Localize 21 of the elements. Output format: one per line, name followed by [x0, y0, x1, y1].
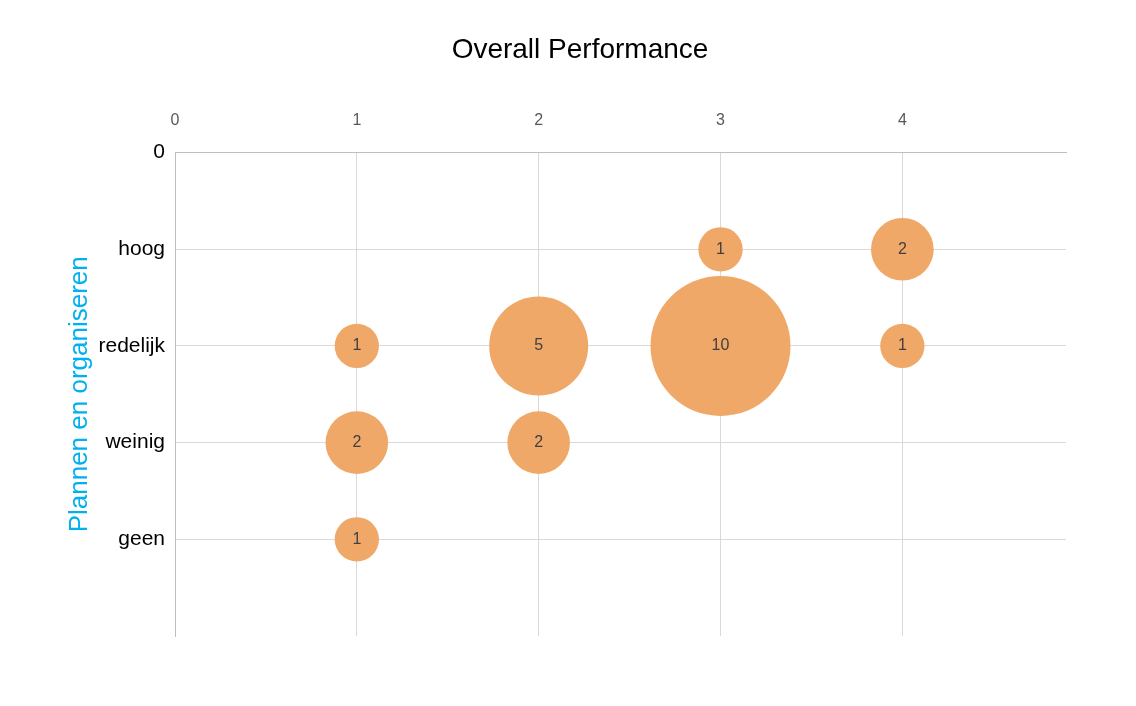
annotation: 5 — [534, 336, 544, 354]
annotation: 2 — [534, 433, 544, 451]
x-tick-label: 1 — [352, 111, 362, 129]
annotation: 1 — [897, 336, 907, 354]
annotation: 1 — [352, 336, 362, 354]
annotation: 2 — [352, 433, 362, 451]
annotation: 1 — [352, 529, 362, 547]
x-tick-label: 0 — [170, 111, 180, 129]
y-tick-label: weinig — [104, 429, 165, 453]
annotation: 2 — [897, 239, 907, 257]
annotation: 10 — [711, 336, 730, 354]
x-tick-label: 3 — [716, 111, 726, 129]
y-tick-label: geen — [118, 526, 165, 550]
x-tick-label: 2 — [534, 111, 544, 129]
y-tick-label: hoog — [118, 236, 165, 260]
x-tick-label: 4 — [897, 111, 907, 129]
y-tick-label: 0 — [153, 139, 165, 163]
chart-title: Overall Performance — [451, 32, 709, 64]
y-axis-title: Plannen en organiseren — [62, 256, 93, 533]
y-tick-label: redelijk — [98, 332, 166, 356]
annotation: 1 — [716, 239, 726, 257]
